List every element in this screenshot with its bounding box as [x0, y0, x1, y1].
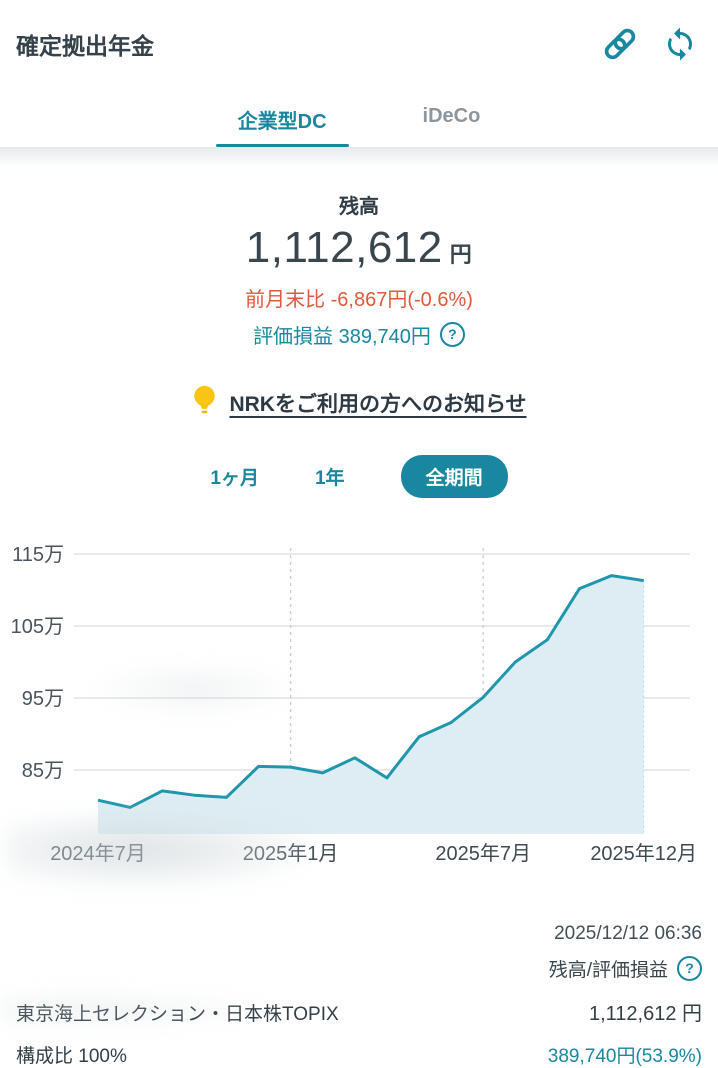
header-icons [600, 24, 700, 64]
valuation-gain-line: 評価損益 389,740円 ? [0, 320, 718, 349]
data-timestamp: 2025/12/12 06:36 [554, 922, 702, 944]
tab-divider [0, 146, 718, 148]
balance-currency-unit: 円 [449, 241, 473, 267]
period-selector: 1ヶ月 1年 全期間 [0, 454, 718, 498]
tab-corporate-dc[interactable]: 企業型DC [215, 97, 349, 147]
svg-text:2024年7月: 2024年7月 [50, 842, 146, 865]
valuation-gain-text: 評価損益 389,740円 [253, 325, 431, 348]
composition-ratio: 構成比 100% [16, 1045, 127, 1067]
period-1month-button[interactable]: 1ヶ月 [210, 467, 259, 489]
balance-chart: 115万 105万 95万 85万 2024年7月 2025年1月 2025年7月 2025… [0, 534, 718, 873]
tab-shadow [0, 147, 718, 168]
chart-x-axis-labels: 2024年7月 2025年1月 2025年7月 2025年12月 [50, 842, 697, 865]
svg-text:2025年1月: 2025年1月 [243, 842, 339, 865]
lightbulb-icon [191, 385, 218, 421]
page-title: 確定拠出年金 [16, 33, 154, 60]
holdings-section: 2025/12/12 06:36 残高/評価損益 ? 東京海上セレクション・日本… [0, 923, 718, 1068]
balance-label: 残高 [339, 195, 379, 218]
svg-text:105万: 105万 [11, 616, 64, 638]
fund-name: 東京海上セレクション・日本株TOPIX [16, 1003, 339, 1025]
svg-text:95万: 95万 [22, 688, 64, 710]
tab-corporate-dc-label: 企業型DC [237, 110, 327, 133]
svg-text:2025年7月: 2025年7月 [435, 842, 531, 865]
fund-row: 東京海上セレクション・日本株TOPIX 1,112,612 円 [16, 997, 702, 1026]
tab-bar: 企業型DC iDeCo [0, 97, 718, 147]
chart-line [97, 573, 644, 809]
period-1year-button[interactable]: 1年 [314, 467, 345, 489]
month-over-month-change: 前月末比 -6,867円(-0.6%) [245, 288, 473, 311]
nrk-notice-text: NRKをご利用の方へのお知らせ [229, 392, 527, 416]
holdings-legend: 残高/評価損益 ? [16, 955, 702, 982]
balance-section: 残高 1,112,612 円 前月末比 -6,867円(-0.6%) 評価損益 3… [0, 190, 718, 349]
svg-text:2025年12月: 2025年12月 [590, 842, 697, 865]
balance-amount-value: 1,112,612 [245, 222, 443, 272]
tab-ideco[interactable]: iDeCo [401, 97, 503, 147]
balance-amount: 1,112,612 円 [0, 223, 718, 273]
help-icon[interactable]: ? [677, 955, 702, 981]
link-icon[interactable] [600, 24, 640, 64]
tab-ideco-label: iDeCo [422, 104, 481, 127]
chart-area-fill [98, 575, 644, 834]
help-icon[interactable]: ? [439, 321, 465, 347]
holdings-legend-text: 残高/評価損益 [548, 959, 668, 981]
sync-icon[interactable] [660, 24, 700, 64]
period-all-button[interactable]: 全期間 [400, 454, 508, 498]
chart-y-axis-labels: 115万 105万 95万 85万 [11, 544, 64, 782]
fund-gain-value: 389,740円(53.9%) [547, 1045, 702, 1067]
app-header: 確定拠出年金 [0, 0, 718, 77]
nrk-notice-link[interactable]: NRKをご利用の方へのお知らせ [0, 385, 718, 421]
fund-balance-value: 1,112,612 円 [588, 1002, 702, 1025]
svg-text:115万: 115万 [12, 544, 64, 566]
svg-text:85万: 85万 [22, 760, 64, 782]
ratio-row: 構成比 100% 389,740円(53.9%) [16, 1041, 702, 1068]
